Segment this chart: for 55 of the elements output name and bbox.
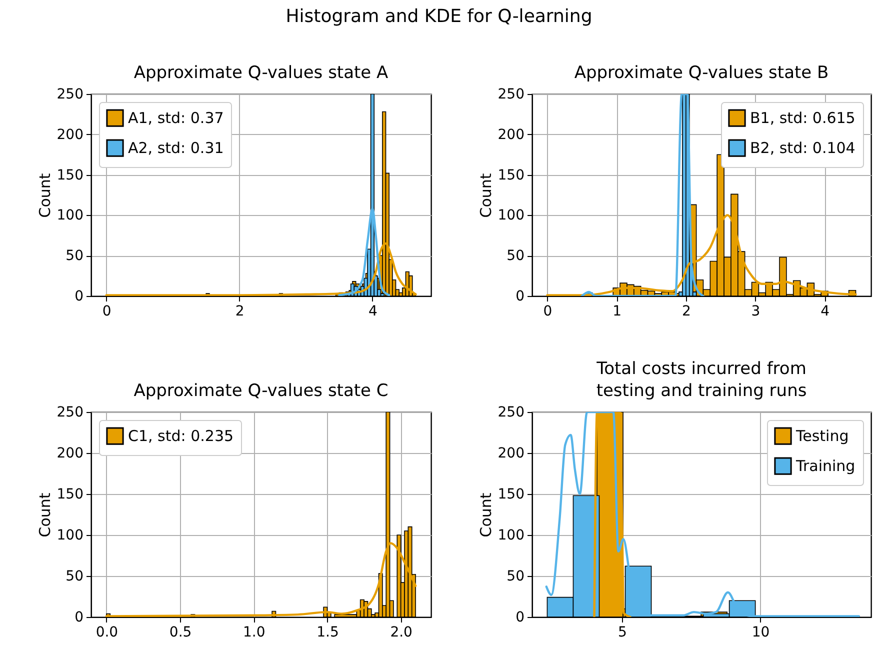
chart-title: Total costs incurred from testing and training runs [596,359,807,401]
x-tick-label: 2 [682,304,691,320]
y-tick-label: 50 [66,568,84,584]
legend-label: Testing [795,427,849,445]
y-tick-label: 250 [498,86,524,102]
y-tick-label: 200 [56,126,84,143]
y-tick-label: 100 [56,208,84,224]
x-tick-label: 1.0 [243,624,266,640]
legend-label: Training [795,457,856,475]
legend-label: B2, std: 0.104 [750,139,856,157]
y-axis-title: Count [476,173,495,218]
chart-title: Approximate Q-values state A [134,63,389,83]
x-tick-label: 1 [612,304,622,320]
y-tick-label: 50 [506,248,524,264]
x-tick-label: 4 [820,304,830,320]
y-tick-label: 100 [498,208,524,224]
y-tick-label: 150 [56,167,84,184]
y-tick-label: 250 [56,86,84,102]
y-tick-label: 250 [56,404,84,420]
y-tick-label: 250 [498,404,524,420]
y-tick-label: 0 [516,288,524,304]
legend-label: B1, std: 0.615 [750,109,856,127]
x-tick-label: 10 [752,624,770,640]
x-tick-label: 4 [368,304,378,320]
y-tick-label: 0 [74,288,84,304]
x-tick-label: 0.5 [169,624,192,640]
y-tick-label: 0 [516,610,524,626]
legend-label: C1, std: 0.235 [128,427,234,445]
x-tick-label: 2.0 [390,624,412,640]
y-tick-label: 50 [66,248,84,264]
y-tick-label: 150 [498,486,524,502]
chart-title: Approximate Q-values state C [134,381,388,401]
x-tick-label: 1.5 [316,624,339,640]
x-tick-label: 0.0 [96,624,118,640]
text: Histogram and KDE for Q-learning [284,6,594,27]
x-tick-label: 0 [543,304,552,320]
y-tick-label: 150 [56,486,84,502]
y-tick-label: 100 [498,528,524,544]
x-tick-label: 0 [102,304,112,320]
y-tick-label: 200 [498,126,524,143]
y-tick-label: 0 [74,610,84,626]
legend-label: A2, std: 0.31 [128,139,224,157]
x-tick-label: 5 [618,624,627,640]
y-axis-title: Count [36,173,54,218]
y-tick-label: 150 [498,167,524,184]
y-axis-title: Count [36,492,54,538]
y-tick-label: 200 [498,446,524,462]
y-tick-label: 100 [56,528,84,544]
x-tick-label: 3 [751,304,760,320]
x-tick-label: 2 [235,304,244,320]
legend-label: A1, std: 0.37 [128,109,224,127]
y-axis-title: Count [476,492,495,538]
y-tick-label: 200 [56,446,84,462]
y-tick-label: 50 [506,568,524,584]
chart-title: Approximate Q-values state B [574,63,829,83]
